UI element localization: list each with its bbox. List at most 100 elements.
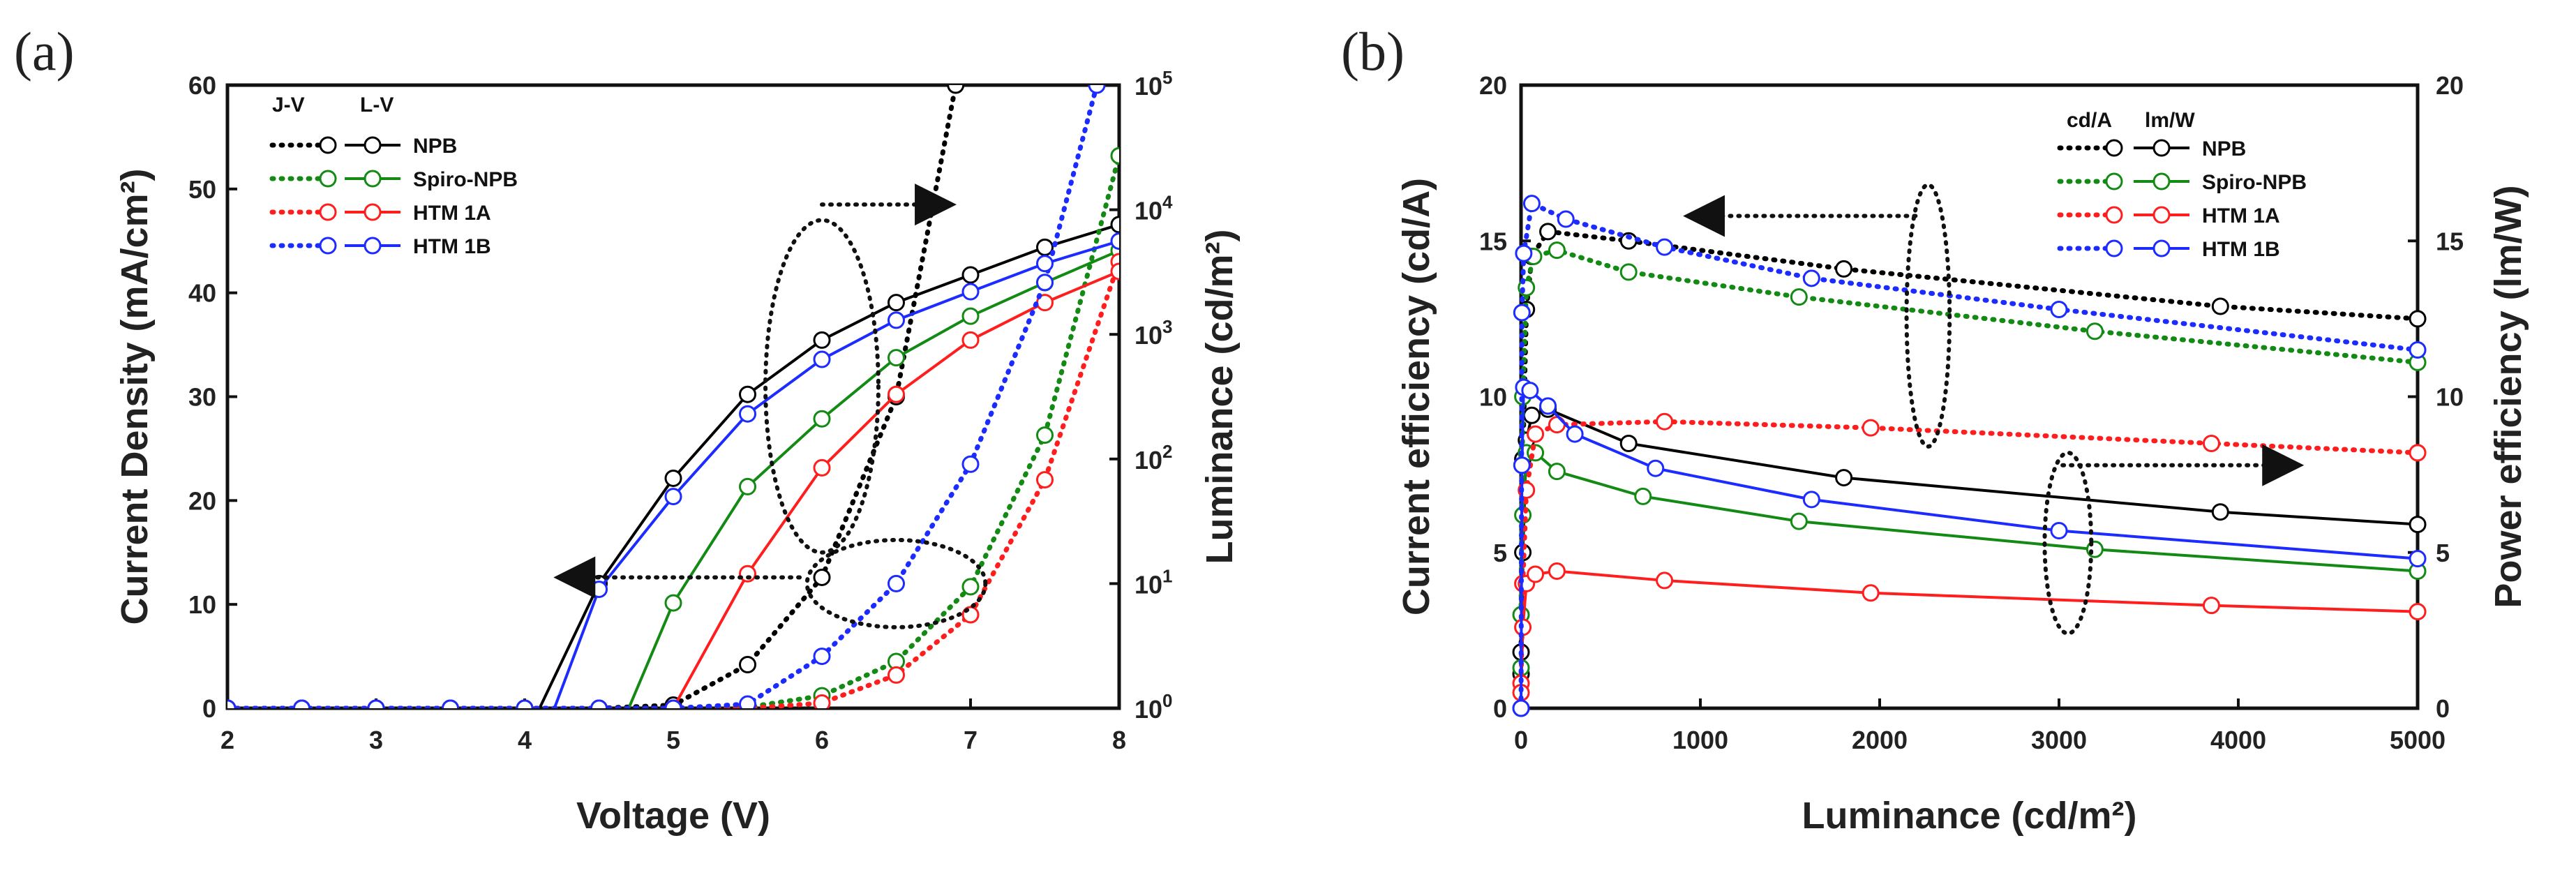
- lm-point-htm-1b: [1647, 459, 1665, 477]
- lm-line-htm-1a: [1520, 569, 2418, 693]
- plot-area-a: [227, 85, 1119, 708]
- cd-point-htm-1b: [1802, 269, 1820, 287]
- jv-point-htm-1b: [739, 695, 756, 708]
- lm-point-spiro-npb: [1790, 512, 1808, 530]
- legend-cd-marker-npb: [2105, 139, 2123, 157]
- legend-header-lm: lm/W: [2145, 109, 2195, 132]
- jv-point-htm-1a: [1036, 471, 1054, 489]
- jv-point-htm-1b: [813, 648, 831, 666]
- legend-label-npb: NPB: [2202, 137, 2246, 160]
- annotation-ellipse: [2042, 450, 2094, 636]
- lv-point-npb: [813, 331, 831, 349]
- lv-point-htm-1b: [961, 283, 980, 301]
- lm-point-htm-1b: [1521, 382, 1539, 400]
- cd-point-spiro-npb: [1548, 241, 1566, 260]
- x-tick-label: 5000: [2390, 726, 2446, 754]
- y-tick-label: 10: [1479, 383, 1507, 412]
- legend-lv-marker-spiro-npb: [364, 170, 382, 188]
- legend-jv-marker-htm-1b: [319, 237, 337, 255]
- cd-point-htm-1b: [2409, 341, 2427, 359]
- legend-lm-marker-spiro-npb: [2152, 172, 2171, 190]
- legend-label-spiro-npb: Spiro-NPB: [413, 168, 518, 191]
- x-tick-label: 5: [666, 726, 680, 754]
- legend-label-npb: NPB: [413, 135, 457, 158]
- legend-lv-marker-htm-1b: [364, 237, 382, 255]
- jv-point-htm-1b: [888, 574, 905, 592]
- y2-tick-exp: 1: [1162, 565, 1172, 586]
- legend-jv-marker-spiro-npb: [319, 170, 337, 188]
- y-tick-label: 40: [188, 279, 216, 308]
- lm-point-htm-1b: [2050, 521, 2068, 539]
- jv-point-htm-1b: [442, 699, 459, 708]
- lm-point-htm-1b: [1512, 699, 1530, 717]
- jv-point-htm-1a: [813, 694, 831, 708]
- jv-point-htm-1b: [293, 699, 310, 708]
- legend-header-lv: L-V: [360, 94, 394, 117]
- y-axis-label: Current Density (mA/cm²): [114, 168, 156, 625]
- legend-lm-marker-htm-1b: [2152, 239, 2171, 257]
- panel-a-chart: (a)2 3 4 5 6 7 8010203040506010010110210310410…: [14, 21, 1241, 837]
- lv-point-htm-1a: [961, 331, 980, 349]
- panel-b-label: (b): [1341, 21, 1405, 82]
- lv-point-htm-1b: [813, 350, 831, 368]
- y2-tick-label: 103: [1135, 316, 1173, 350]
- y2-tick-label: 100: [1135, 690, 1173, 724]
- legend-label-htm-1b: HTM 1B: [413, 235, 491, 258]
- lm-point-htm-1a: [1548, 562, 1566, 581]
- y2-tick-label: 5: [2436, 539, 2450, 567]
- x-tick-label: 0: [1514, 726, 1528, 754]
- lm-point-npb: [1619, 434, 1638, 452]
- jv-point-htm-1a: [888, 666, 905, 684]
- jv-point-spiro-npb: [1110, 147, 1119, 165]
- lm-point-htm-1b: [1539, 397, 1557, 415]
- x-tick-label: 2000: [1852, 726, 1908, 754]
- cd-point-htm-1a: [2409, 444, 2427, 462]
- legend-label-htm-1a: HTM 1A: [2202, 204, 2280, 227]
- x-tick-label: 7: [964, 726, 978, 754]
- cd-point-spiro-npb: [1790, 288, 1808, 306]
- jv-point-npb: [813, 568, 831, 586]
- lv-point-htm-1b: [739, 405, 756, 423]
- legend-lv-marker-npb: [364, 136, 382, 154]
- lv-point-spiro-npb: [888, 349, 905, 367]
- x-tick-label: 4000: [2210, 726, 2266, 754]
- y2-tick-label: 0: [2436, 694, 2450, 723]
- lv-point-htm-1a: [1110, 262, 1119, 281]
- y2-tick-base: 10: [1135, 570, 1162, 599]
- lv-point-npb: [739, 385, 756, 403]
- y2-tick-exp: 3: [1162, 316, 1172, 337]
- y2-tick-label: 102: [1135, 441, 1173, 474]
- lv-point-spiro-npb: [664, 594, 682, 612]
- cd-point-htm-1b: [1557, 210, 1575, 228]
- y-tick-label: 20: [188, 486, 216, 515]
- panel-a-label: (a): [14, 21, 75, 82]
- lm-point-npb: [2211, 503, 2229, 521]
- cd-point-spiro-npb: [1619, 263, 1638, 281]
- annotation-ellipse: [1904, 182, 1952, 449]
- jv-point-spiro-npb: [961, 578, 980, 596]
- x-tick-label: 1000: [1672, 726, 1728, 754]
- y2-tick-base: 10: [1135, 695, 1162, 724]
- legend-header-jv: J-V: [272, 94, 305, 117]
- lv-point-npb: [1110, 216, 1119, 234]
- y2-tick-exp: 2: [1162, 441, 1172, 462]
- x-tick-label: 6: [815, 726, 829, 754]
- y2-tick-exp: 5: [1162, 67, 1172, 88]
- legend-cd-marker-htm-1b: [2105, 239, 2123, 257]
- lm-point-htm-1a: [1656, 571, 1674, 590]
- legend-lm-marker-npb: [2152, 139, 2171, 157]
- legend-jv-marker-htm-1a: [319, 203, 337, 221]
- lv-line-spiro-npb: [627, 249, 1119, 708]
- lm-line-spiro-npb: [1520, 451, 2418, 668]
- annotation-ellipse: [763, 218, 881, 555]
- legend-cd-marker-spiro-npb: [2105, 172, 2123, 190]
- lv-point-npb: [961, 266, 980, 284]
- x-tick-label: 3000: [2031, 726, 2087, 754]
- jv-point-htm-1b: [664, 699, 682, 708]
- jv-point-htm-1b: [367, 699, 385, 708]
- y2-tick-exp: 0: [1162, 690, 1172, 711]
- cd-point-htm-1a: [1862, 419, 1880, 437]
- annotation-ellipse: [804, 537, 988, 629]
- jv-point-htm-1b: [590, 699, 608, 708]
